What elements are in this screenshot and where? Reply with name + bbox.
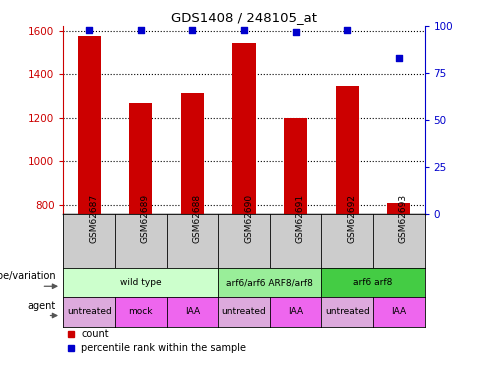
Bar	[232, 43, 256, 214]
Point	[188, 27, 196, 33]
Title: GDS1408 / 248105_at: GDS1408 / 248105_at	[171, 11, 317, 24]
Bar	[387, 203, 410, 214]
Text: untreated: untreated	[222, 308, 266, 316]
Text: GSM62689: GSM62689	[141, 194, 150, 243]
Point	[343, 27, 351, 33]
Point	[137, 27, 145, 33]
Bar	[336, 86, 359, 214]
Bar	[284, 118, 307, 214]
Text: count: count	[81, 328, 109, 339]
Text: mock: mock	[128, 308, 153, 316]
Text: GSM62688: GSM62688	[192, 194, 202, 243]
Text: IAA: IAA	[391, 308, 407, 316]
Text: untreated: untreated	[67, 308, 112, 316]
Point	[292, 29, 300, 35]
Text: IAA: IAA	[185, 308, 200, 316]
Bar	[129, 102, 152, 214]
Point	[240, 27, 248, 33]
Bar	[78, 36, 101, 214]
Text: GSM62693: GSM62693	[399, 194, 408, 243]
Point	[395, 55, 403, 61]
Text: agent: agent	[28, 301, 56, 310]
Text: GSM62692: GSM62692	[347, 194, 356, 243]
Text: arf6/arf6 ARF8/arf8: arf6/arf6 ARF8/arf8	[226, 278, 313, 287]
Bar	[181, 93, 204, 214]
Text: GSM62687: GSM62687	[89, 194, 98, 243]
Text: percentile rank within the sample: percentile rank within the sample	[81, 343, 246, 353]
Text: arf6 arf8: arf6 arf8	[353, 278, 393, 287]
Text: GSM62691: GSM62691	[296, 194, 305, 243]
Text: GSM62690: GSM62690	[244, 194, 253, 243]
Text: untreated: untreated	[325, 308, 369, 316]
Text: genotype/variation: genotype/variation	[0, 272, 56, 281]
Point	[85, 27, 93, 33]
Text: wild type: wild type	[120, 278, 162, 287]
Text: IAA: IAA	[288, 308, 303, 316]
